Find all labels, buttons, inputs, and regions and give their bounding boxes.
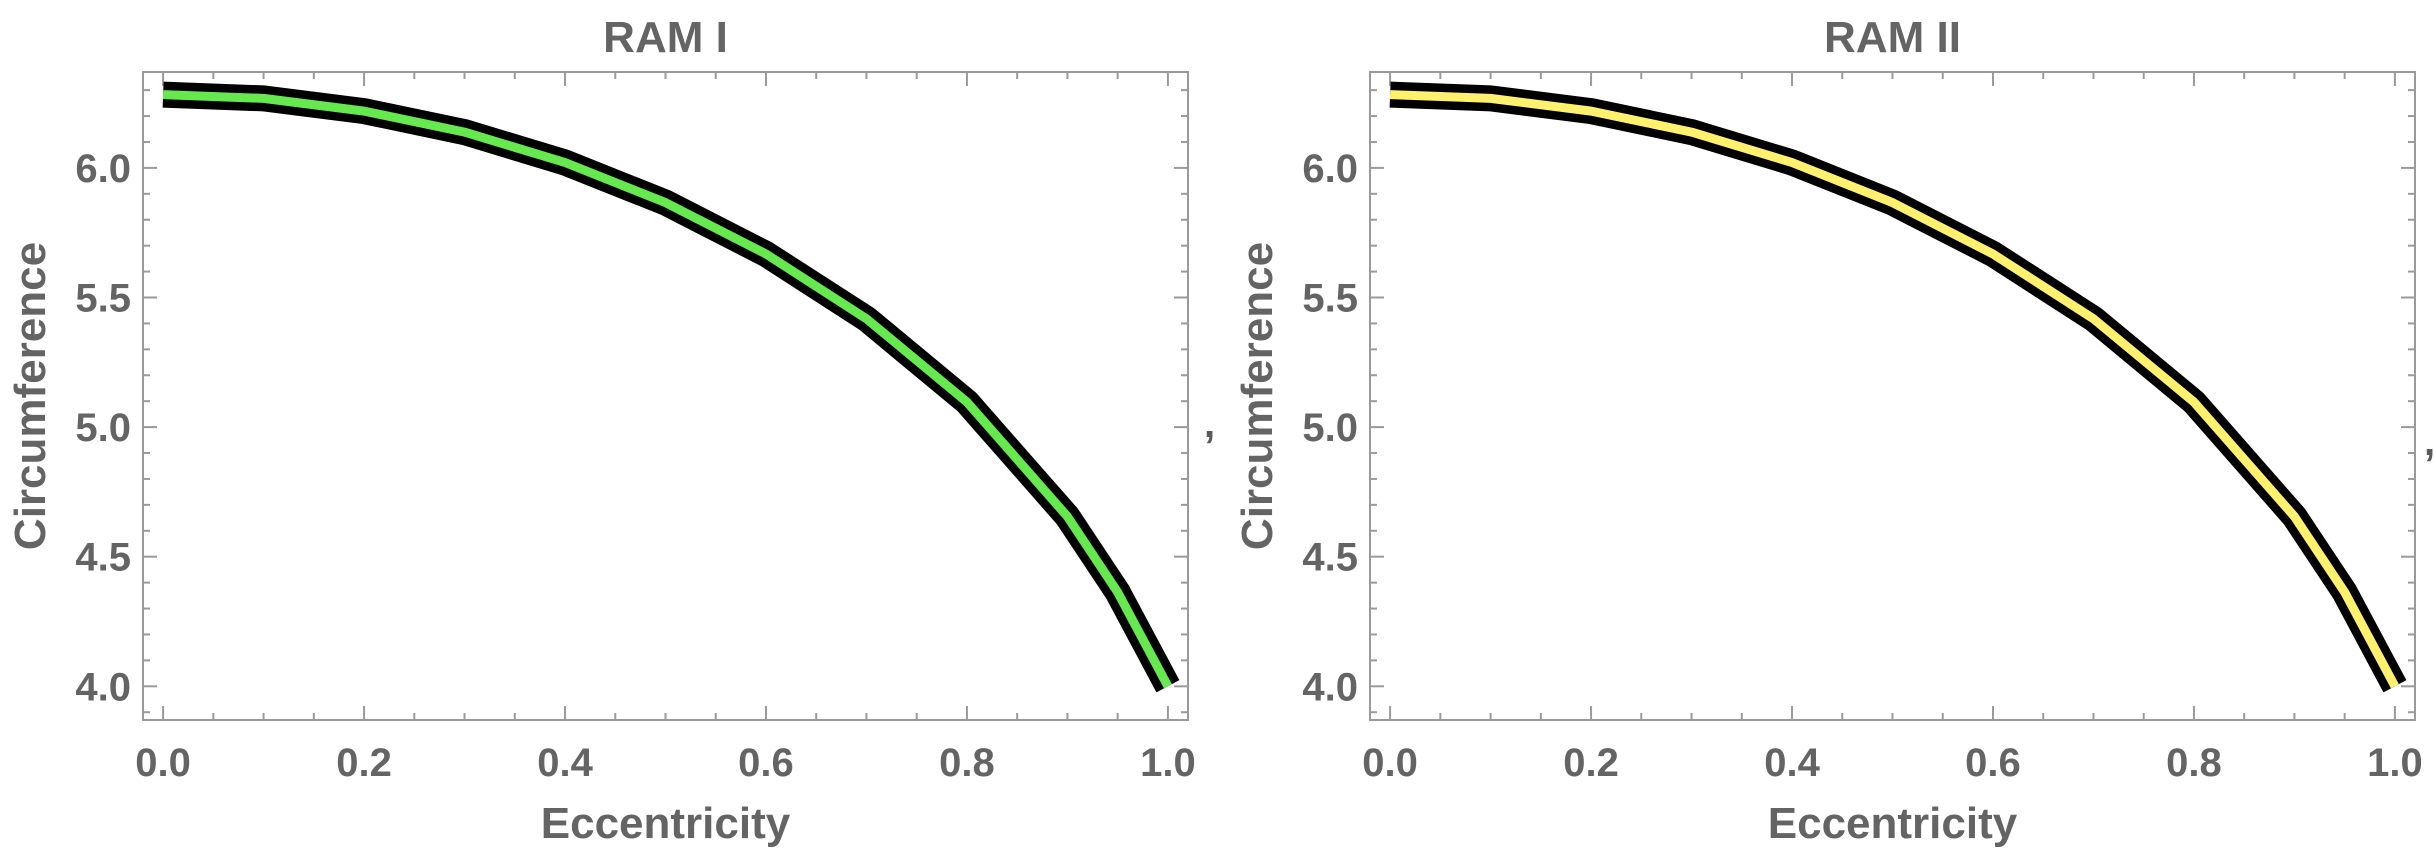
y-tick-label: 4.0 — [75, 665, 131, 709]
series-outline — [162, 81, 1180, 693]
x-tick-label: 0.4 — [1764, 741, 1820, 785]
x-tick-label: 0.2 — [1563, 741, 1619, 785]
x-tick-label: 0.0 — [1362, 741, 1418, 785]
y-tick-label: 5.5 — [75, 277, 131, 321]
x-tick-label: 1.0 — [2367, 741, 2423, 785]
y-tick-label: 6.0 — [1302, 147, 1358, 191]
x-tick-label: 0.4 — [537, 741, 593, 785]
x-axis-label: Eccentricity — [1768, 799, 2018, 848]
series-line — [1389, 90, 2399, 689]
y-tick-label: 6.0 — [75, 147, 131, 191]
y-tick-label: 4.5 — [75, 536, 131, 580]
x-tick-label: 0.8 — [939, 741, 995, 785]
y-tick-label: 4.5 — [1302, 536, 1358, 580]
y-tick-label: 5.5 — [1302, 277, 1358, 321]
plot-frame — [142, 71, 1189, 721]
y-axis-label: Circumference — [1233, 242, 1282, 550]
plot-frame — [1369, 71, 2416, 721]
x-axis-label: Eccentricity — [541, 799, 791, 848]
x-tick-label: 0.6 — [1965, 741, 2021, 785]
list-separator-1: , — [1204, 402, 1216, 446]
chart-panel-2: 0.0 0.2 0.4 0.6 0.8 1.0 4.0 4.5 5.0 5.5 6.0 RAM II E… — [1233, 13, 2423, 848]
list-separator-2: , — [2424, 420, 2434, 465]
x-tick-label: 0.2 — [336, 741, 392, 785]
chart-title: RAM I — [603, 13, 728, 62]
series-outline — [1389, 81, 2407, 693]
chart-panel-1: 0.0 0.2 0.4 0.6 0.8 1.0 4.0 4.5 5.0 5.5 6.0 RAM I Ec… — [6, 13, 1196, 848]
chart-title: RAM II — [1824, 13, 1961, 62]
series-line — [162, 90, 1172, 689]
x-tick-label: 0.0 — [135, 741, 191, 785]
y-tick-label: 5.0 — [1302, 406, 1358, 450]
x-tick-label: 0.6 — [738, 741, 794, 785]
x-tick-label: 1.0 — [1140, 741, 1196, 785]
x-tick-label: 0.8 — [2166, 741, 2222, 785]
y-axis-label: Circumference — [6, 242, 55, 550]
y-tick-label: 5.0 — [75, 406, 131, 450]
y-tick-label: 4.0 — [1302, 665, 1358, 709]
